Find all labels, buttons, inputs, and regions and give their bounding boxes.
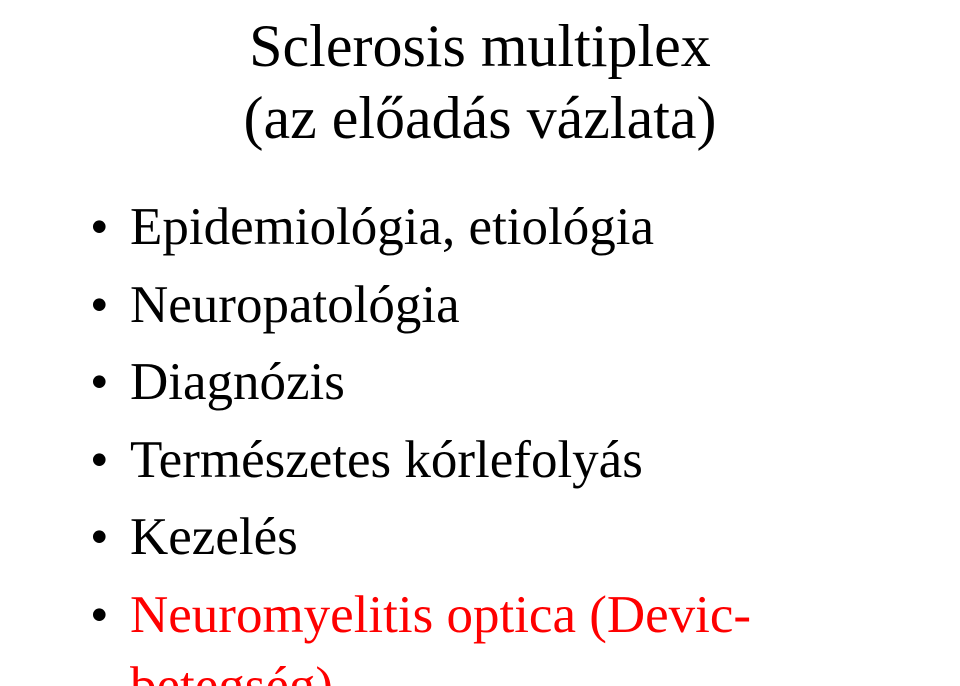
bullet-text: Neuropatológia — [130, 276, 460, 334]
title-line-2: (az előadás vázlata) — [244, 85, 717, 151]
slide-title: Sclerosis multiplex (az előadás vázlata) — [40, 10, 920, 154]
bullet-text: Diagnózis — [130, 353, 345, 411]
list-item: Természetes kórlefolyás — [90, 425, 920, 497]
list-item: Diagnózis — [90, 347, 920, 419]
list-item: Epidemiológia, etiológia — [90, 192, 920, 264]
list-item: Neuropatológia — [90, 270, 920, 342]
title-line-1: Sclerosis multiplex — [249, 13, 711, 79]
slide: Sclerosis multiplex (az előadás vázlata)… — [0, 0, 960, 686]
list-item-highlight: Neuromyelitis optica (Devic-betegség) — [90, 580, 920, 686]
bullet-text: Természetes kórlefolyás — [130, 431, 643, 489]
bullet-text: Neuromyelitis optica (Devic-betegség) — [130, 586, 751, 686]
bullet-text: Epidemiológia, etiológia — [130, 198, 654, 256]
list-item: Kezelés — [90, 502, 920, 574]
bullet-text: Kezelés — [130, 508, 298, 566]
bullet-list: Epidemiológia, etiológia Neuropatológia … — [40, 192, 920, 686]
